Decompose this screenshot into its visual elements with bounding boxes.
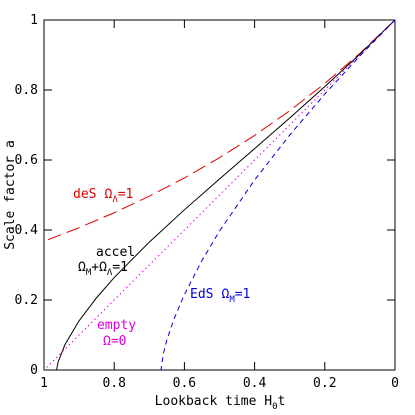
x-axis-label: Lookback time H0t: [155, 394, 286, 412]
subscript: Λ: [107, 268, 113, 278]
subscript: Λ: [112, 195, 118, 205]
series-line: [160, 19, 396, 371]
x-tick-label: 1: [40, 376, 48, 391]
label-part: Lookback time H: [155, 394, 272, 409]
x-tick-label: 0.4: [243, 376, 267, 391]
subscript: M: [229, 295, 235, 305]
x-tick-label: 0.2: [313, 376, 336, 391]
label-part: t: [278, 394, 286, 409]
label-part: Ω: [78, 260, 86, 275]
plot-frame: [43, 19, 396, 371]
subscript: M: [86, 268, 92, 278]
series-annotation: ΩM+ΩΛ=1: [78, 260, 128, 278]
label-part: Ω: [221, 287, 229, 302]
series-line: [56, 19, 396, 371]
y-tick-label: 0.6: [15, 153, 38, 168]
label-part: =1: [118, 187, 134, 202]
x-tick-label: 0.6: [173, 376, 196, 391]
series-annotation: EdS ΩM=1: [190, 287, 250, 305]
series-annotation: deS ΩΛ=1: [73, 187, 133, 205]
y-tick-label: 0.2: [15, 293, 38, 308]
x-tick-label: 0: [391, 376, 399, 391]
label-part: =1: [112, 260, 128, 275]
series-annotation: Ω=0: [103, 334, 126, 349]
series-name: EdS: [190, 287, 213, 302]
y-tick-label: 0.4: [15, 223, 39, 238]
series-name: deS: [73, 187, 96, 202]
label-part: +Ω: [91, 260, 107, 275]
label-part: Ω=0: [103, 334, 126, 349]
series-name: empty: [97, 318, 136, 333]
y-tick-label: 0.8: [15, 83, 38, 98]
y-tick-label: 1: [30, 13, 38, 28]
label-part: Ω: [104, 187, 112, 202]
label-part: =1: [235, 287, 251, 302]
y-axis-label: Scale factor a: [3, 140, 18, 250]
series-name: accel: [96, 245, 135, 260]
series-line: [43, 19, 396, 242]
series-line: [43, 19, 396, 371]
y-tick-label: 0: [30, 363, 38, 378]
x-tick-label: 0.8: [102, 376, 125, 391]
subscript: 0: [272, 402, 277, 412]
